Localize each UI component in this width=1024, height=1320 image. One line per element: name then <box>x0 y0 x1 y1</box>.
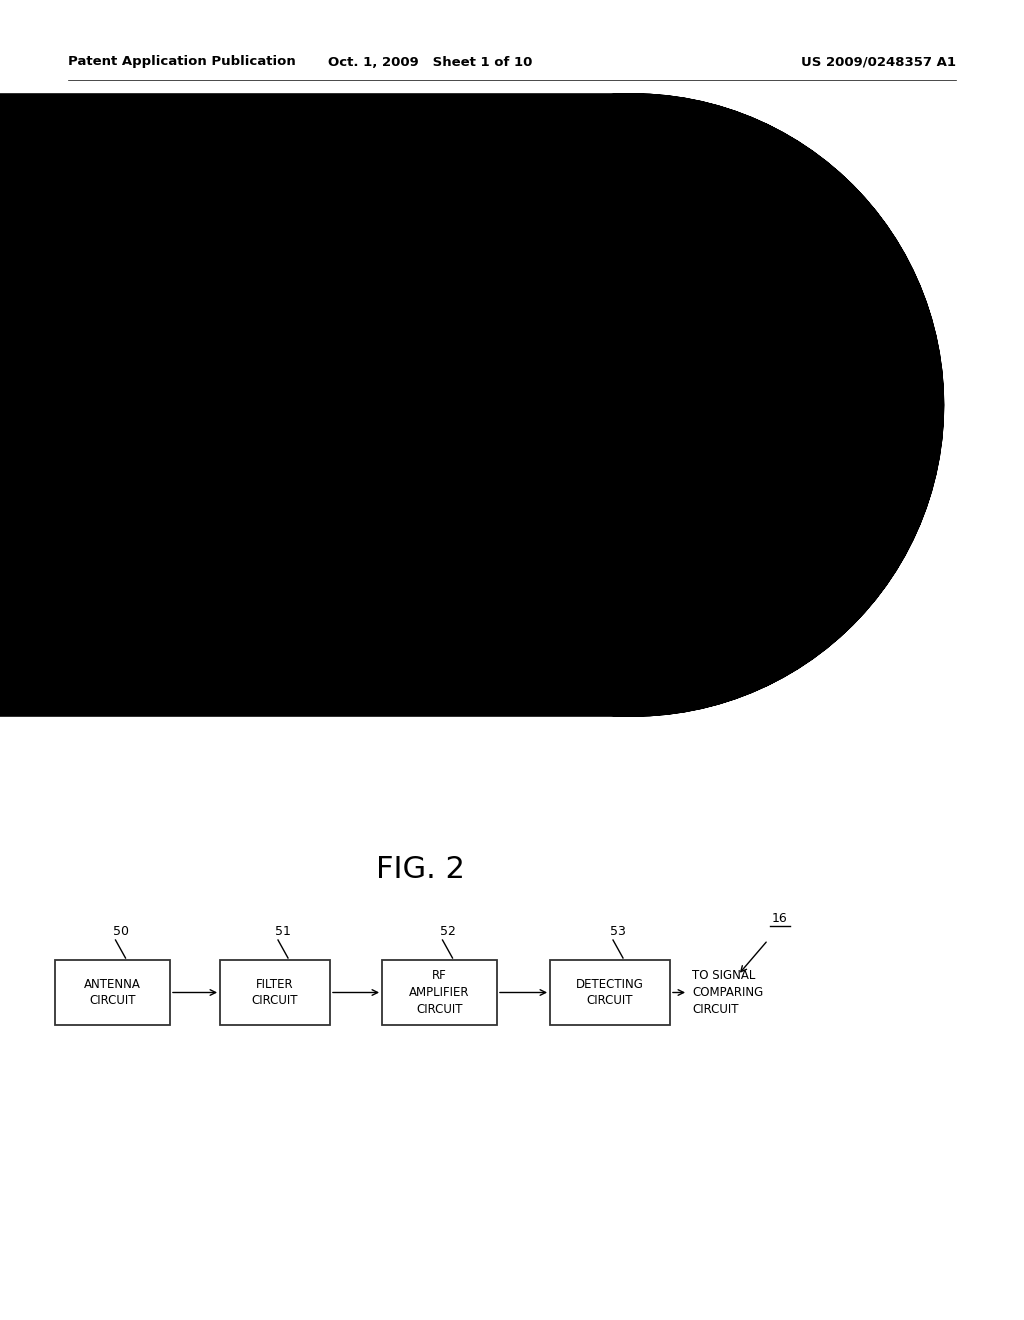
Text: RF
AMPLIFIER
CIRCUIT: RF AMPLIFIER CIRCUIT <box>410 969 470 1016</box>
Text: 16: 16 <box>772 912 787 925</box>
Bar <box>220 960 330 1026</box>
Text: 11: 11 <box>400 309 416 322</box>
Text: DISPLAY
SECTION: DISPLAY SECTION <box>155 450 206 480</box>
Text: RAM: RAM <box>167 622 193 635</box>
Text: FIG. 1: FIG. 1 <box>376 234 465 263</box>
Text: US 2009/0248357 A1: US 2009/0248357 A1 <box>801 55 956 69</box>
Text: Patent Application Publication: Patent Application Publication <box>68 55 296 69</box>
Bar <box>382 960 497 1026</box>
Text: INPUTTING
SECTION: INPUTTING SECTION <box>148 355 212 385</box>
Bar <box>550 960 670 1026</box>
Bar <box>55 960 170 1026</box>
Text: CPU: CPU <box>384 467 416 483</box>
Bar <box>115 341 245 400</box>
Bar <box>555 450 710 525</box>
Text: –17: –17 <box>718 597 740 609</box>
Text: 53: 53 <box>610 925 626 939</box>
Text: INTERNAL
TIMEKEEPING
CIRCUIT: INTERNAL TIMEKEEPING CIRCUIT <box>593 579 672 626</box>
Text: SIGNAL
COMPARING
CIRCUIT: SIGNAL COMPARING CIRCUIT <box>597 465 668 511</box>
Text: TO SIGNAL
COMPARING
CIRCUIT: TO SIGNAL COMPARING CIRCUIT <box>692 969 763 1016</box>
Bar <box>555 565 710 640</box>
Text: 10: 10 <box>702 259 718 272</box>
Bar <box>555 341 710 405</box>
Text: Oct. 1, 2009   Sheet 1 of 10: Oct. 1, 2009 Sheet 1 of 10 <box>328 55 532 69</box>
Text: RECEIVING
CIRCUIT: RECEIVING CIRCUIT <box>601 358 665 388</box>
Text: 52: 52 <box>439 925 456 939</box>
Text: 15–: 15– <box>85 622 106 635</box>
Text: 14–: 14– <box>85 544 106 557</box>
Bar <box>340 341 460 610</box>
Text: ROM: ROM <box>166 544 194 557</box>
Text: DETECTING
CIRCUIT: DETECTING CIRCUIT <box>577 978 644 1007</box>
Text: 12–: 12– <box>85 363 106 376</box>
Text: –16: –16 <box>718 366 740 379</box>
Bar <box>115 603 245 653</box>
Text: 50: 50 <box>113 925 128 939</box>
Text: ANTENNA
CIRCUIT: ANTENNA CIRCUIT <box>84 978 141 1007</box>
Text: 13–: 13– <box>85 458 106 471</box>
Text: FIG. 2: FIG. 2 <box>376 855 465 884</box>
Bar <box>115 436 245 495</box>
Text: 51: 51 <box>275 925 291 939</box>
Text: FILTER
CIRCUIT: FILTER CIRCUIT <box>252 978 298 1007</box>
Bar <box>115 525 245 576</box>
Text: –18: –18 <box>718 480 740 494</box>
